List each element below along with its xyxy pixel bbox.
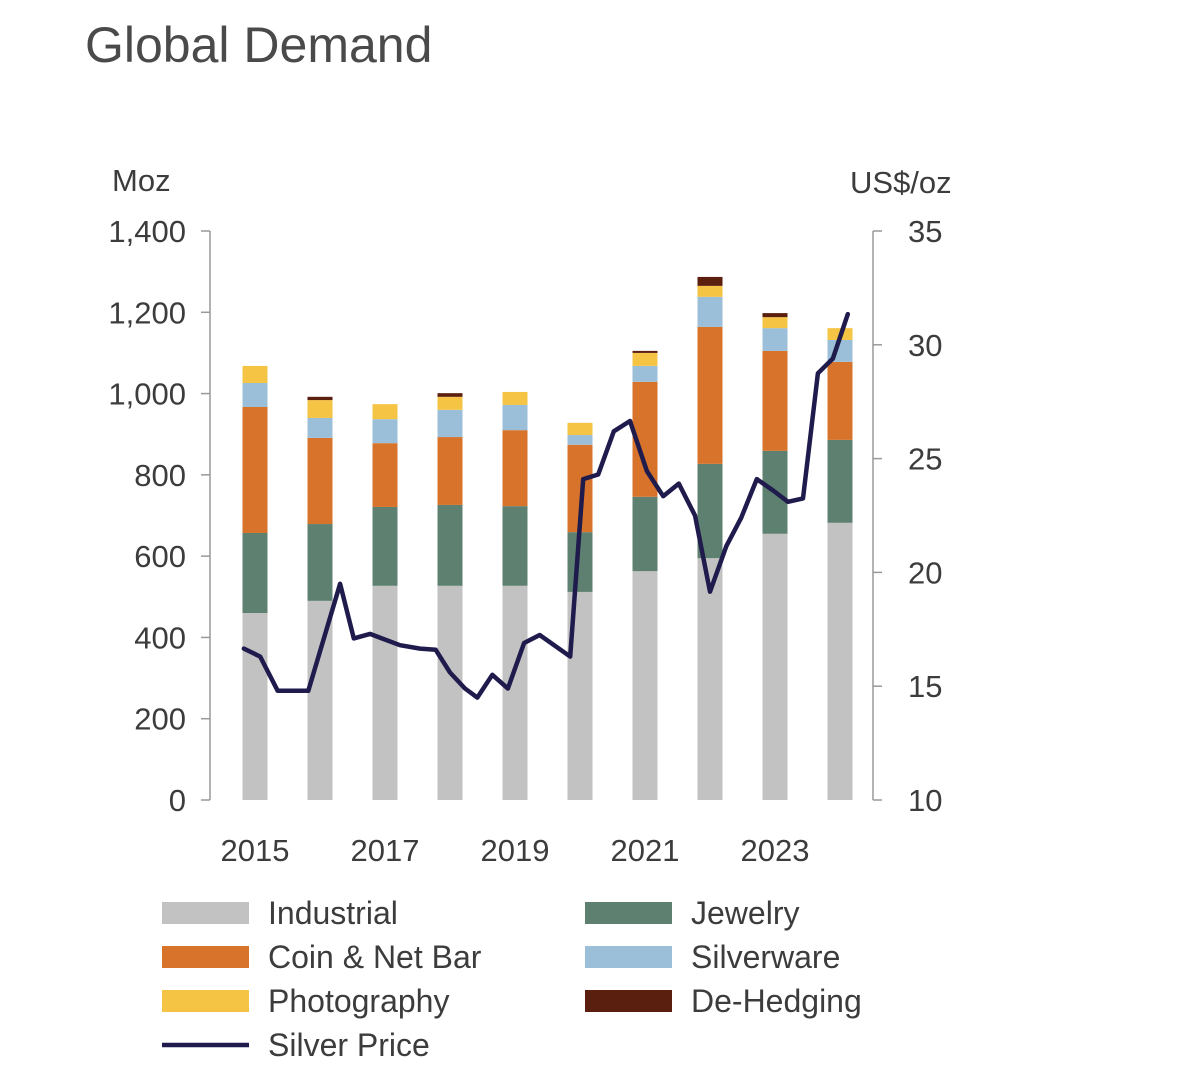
bar-segment-photography-2022 [697,285,723,297]
bar-segment-silverware-2018 [437,409,463,438]
x-tick-label: 2023 [741,833,810,868]
bar-segment-industrial-2016 [307,600,333,800]
right-tick-label: 10 [908,783,942,818]
legend-swatch [585,902,672,924]
x-tick-label: 2019 [481,833,550,868]
legend-swatch [585,990,672,1012]
bar-segment-industrial-2015 [242,613,268,800]
bar-segment-photography-2018 [437,396,463,410]
left-tick-label: 1,200 [108,295,186,330]
legend-label: Jewelry [691,895,799,931]
right-tick-label: 25 [908,442,942,477]
bar-segment-de-hedging-2023 [762,313,788,318]
bar-segment-coin-net-bar-2022 [697,326,723,464]
left-tick-label: 0 [169,783,186,818]
bar-segment-coin-net-bar-2017 [372,443,398,507]
bar-segment-jewelry-2019 [502,506,528,586]
bar-segment-photography-2016 [307,400,333,418]
legend-label: Coin & Net Bar [268,939,482,975]
legend-label: Silverware [691,939,840,975]
bar-segment-industrial-2021 [632,571,658,800]
bar-segment-coin-net-bar-2016 [307,437,333,525]
bar-segment-coin-net-bar-2015 [242,406,268,533]
bar-segment-coin-net-bar-2023 [762,350,788,451]
left-tick-label: 1,400 [108,214,186,249]
bar-segment-de-hedging-2018 [437,393,463,397]
bar-segment-jewelry-2021 [632,496,658,572]
right-axis-unit: US$/oz [850,165,952,200]
right-tick-label: 35 [908,214,942,249]
bar-segment-coin-net-bar-2024 [827,361,853,440]
legend-swatch [162,902,249,924]
axes: 0 200 400 600 800 1,000 1,200 1,400 10 15 20 25 30 35… [108,214,942,868]
legend-label: Silver Price [268,1027,430,1063]
bar-segment-jewelry-2017 [372,506,398,586]
bar-segment-silverware-2021 [632,365,658,382]
bar-segment-photography-2019 [502,391,528,405]
bar-segment-silverware-2023 [762,328,788,351]
left-tick-label: 400 [134,620,186,655]
chart-title: Global Demand [85,17,432,73]
x-tick-label: 2021 [611,833,680,868]
left-tick-label: 800 [134,458,186,493]
silver-price-line-group [241,311,851,700]
bar-segment-photography-2023 [762,317,788,329]
bar-segment-photography-2021 [632,352,658,366]
left-tick-label: 200 [134,702,186,737]
bar-segment-silverware-2020 [567,435,593,445]
bar-segment-photography-2020 [567,422,593,436]
bar-segment-coin-net-bar-2018 [437,437,463,505]
bar-segment-jewelry-2015 [242,532,268,614]
right-tick-label: 30 [908,328,942,363]
legend-swatch [585,946,672,968]
legend-label: Photography [268,983,449,1019]
bar-segment-photography-2017 [372,404,398,420]
left-tick-label: 1,000 [108,377,186,412]
x-tick-label: 2015 [221,833,290,868]
bar-segment-jewelry-2024 [827,439,853,523]
left-axis-unit: Moz [112,163,171,198]
bar-segment-industrial-2018 [437,585,463,800]
bar-segment-silverware-2016 [307,417,333,438]
bar-segment-silverware-2019 [502,404,528,431]
bar-segment-jewelry-2016 [307,524,333,601]
legend-label: Industrial [268,895,398,931]
legend-swatch [162,946,249,968]
bar-segment-industrial-2019 [502,585,528,800]
bar-segment-photography-2015 [242,365,268,384]
left-tick-label: 600 [134,539,186,574]
bar-segment-industrial-2017 [372,585,398,800]
bar-segment-de-hedging-2021 [632,350,658,353]
legend: Industrial Jewelry Coin & Net Bar Silverwar… [162,895,862,1063]
bar-segment-jewelry-2018 [437,504,463,586]
bar-segment-silverware-2017 [372,419,398,444]
bar-segment-coin-net-bar-2019 [502,430,528,507]
bar-segment-silverware-2015 [242,383,268,407]
x-tick-label: 2017 [351,833,420,868]
bar-segment-industrial-2023 [762,533,788,800]
legend-swatch [162,990,249,1012]
bar-segment-de-hedging-2022 [697,276,723,286]
bar-segment-de-hedging-2016 [307,396,333,401]
legend-label: De-Hedging [691,983,862,1019]
silver-price-line [241,311,851,700]
right-tick-label: 20 [908,555,942,590]
bars [242,276,853,800]
bar-segment-industrial-2022 [697,558,723,800]
bar-segment-silverware-2022 [697,296,723,327]
right-tick-label: 15 [908,669,942,704]
bar-segment-industrial-2024 [827,522,853,800]
